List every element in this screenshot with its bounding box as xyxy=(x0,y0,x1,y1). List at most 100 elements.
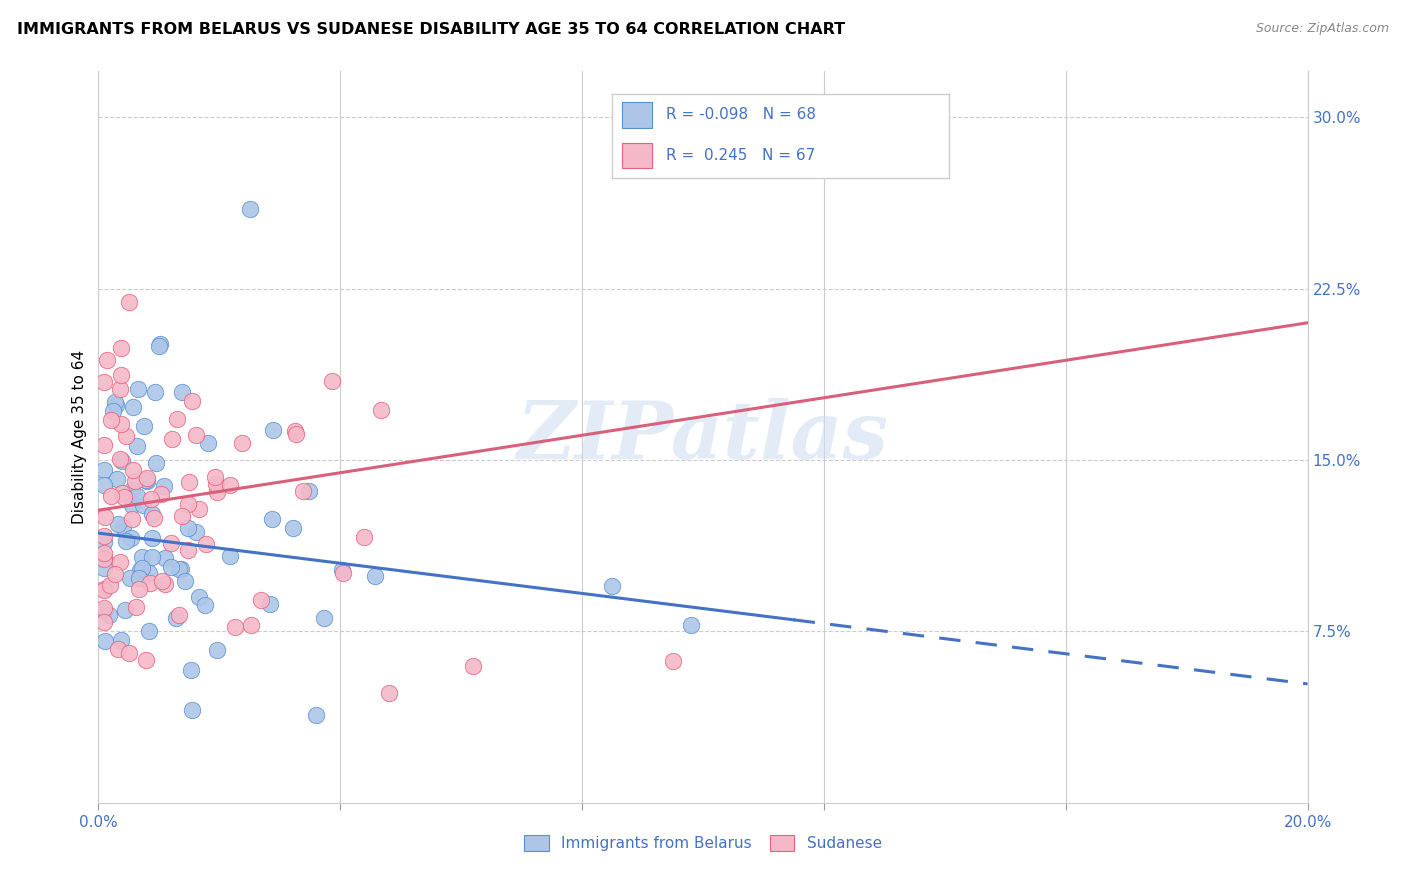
Bar xyxy=(621,102,652,128)
Point xyxy=(115,429,138,443)
Point xyxy=(661,654,683,668)
Point xyxy=(110,452,132,467)
Point xyxy=(204,470,226,484)
Point xyxy=(194,598,217,612)
Point xyxy=(93,509,115,524)
Point xyxy=(180,663,202,677)
Point xyxy=(284,426,307,441)
Point xyxy=(305,707,328,722)
Point xyxy=(118,295,141,310)
Point xyxy=(166,412,188,426)
Point xyxy=(121,531,143,545)
Point xyxy=(127,439,149,453)
Point xyxy=(114,603,136,617)
Point xyxy=(148,338,170,352)
Point xyxy=(177,521,200,535)
Point xyxy=(141,531,163,545)
Point xyxy=(96,353,118,368)
Point xyxy=(110,368,132,382)
Point xyxy=(377,686,399,700)
Point xyxy=(679,617,702,632)
Point xyxy=(250,593,273,607)
Point xyxy=(149,487,172,501)
Point xyxy=(93,582,115,597)
Point xyxy=(121,512,143,526)
Point xyxy=(170,562,193,576)
Point xyxy=(125,600,148,615)
Point xyxy=(93,438,115,452)
Point xyxy=(149,337,172,351)
Point xyxy=(143,511,166,525)
Point xyxy=(118,571,141,585)
Point xyxy=(167,562,190,576)
Point xyxy=(93,529,115,543)
Point xyxy=(177,542,200,557)
Point xyxy=(143,385,166,400)
Point xyxy=(186,428,208,442)
Point xyxy=(97,607,120,622)
Point xyxy=(195,537,218,551)
Point xyxy=(107,472,129,486)
Point xyxy=(124,475,146,489)
Point xyxy=(93,601,115,615)
Point xyxy=(136,474,159,488)
Point xyxy=(321,375,343,389)
Point xyxy=(121,483,143,497)
Point xyxy=(112,490,135,504)
Point xyxy=(104,395,127,409)
Point xyxy=(98,578,121,592)
Point xyxy=(167,608,190,623)
Point xyxy=(314,610,336,624)
Point xyxy=(129,563,152,577)
Point xyxy=(170,384,193,399)
Point xyxy=(93,560,115,574)
Point xyxy=(141,507,163,521)
Point xyxy=(107,517,129,532)
Point xyxy=(783,121,806,136)
Point xyxy=(111,453,134,467)
Point xyxy=(104,567,127,582)
Point xyxy=(180,394,202,409)
Point xyxy=(219,478,242,492)
Legend: Immigrants from Belarus, Sudanese: Immigrants from Belarus, Sudanese xyxy=(519,829,887,857)
Point xyxy=(231,435,253,450)
Point xyxy=(118,646,141,660)
Point xyxy=(110,417,132,431)
Point xyxy=(332,566,354,581)
Point xyxy=(281,521,304,535)
Point xyxy=(128,571,150,585)
Point xyxy=(179,475,201,489)
Y-axis label: Disability Age 35 to 64: Disability Age 35 to 64 xyxy=(72,350,87,524)
Point xyxy=(93,551,115,566)
Point xyxy=(104,398,127,412)
Point xyxy=(197,436,219,450)
Point xyxy=(160,432,183,446)
Point xyxy=(239,202,262,216)
Point xyxy=(205,485,228,500)
Point xyxy=(121,498,143,512)
Point xyxy=(93,477,115,491)
Point xyxy=(93,551,115,566)
Point xyxy=(127,382,149,396)
Point xyxy=(292,483,315,498)
Point xyxy=(138,566,160,580)
Point xyxy=(110,341,132,355)
Point xyxy=(205,643,228,657)
Point xyxy=(186,524,208,539)
Point xyxy=(353,531,375,545)
Point xyxy=(111,486,134,500)
Point xyxy=(224,620,246,634)
Point xyxy=(134,419,156,434)
Point xyxy=(101,404,124,418)
Point xyxy=(132,498,155,512)
Point xyxy=(153,576,176,591)
Point xyxy=(364,569,387,583)
Point xyxy=(330,563,353,577)
Point xyxy=(122,401,145,415)
Point xyxy=(93,545,115,559)
Point xyxy=(93,582,115,596)
Point xyxy=(180,703,202,717)
Point xyxy=(160,560,183,574)
Point xyxy=(188,590,211,604)
Point xyxy=(93,463,115,477)
